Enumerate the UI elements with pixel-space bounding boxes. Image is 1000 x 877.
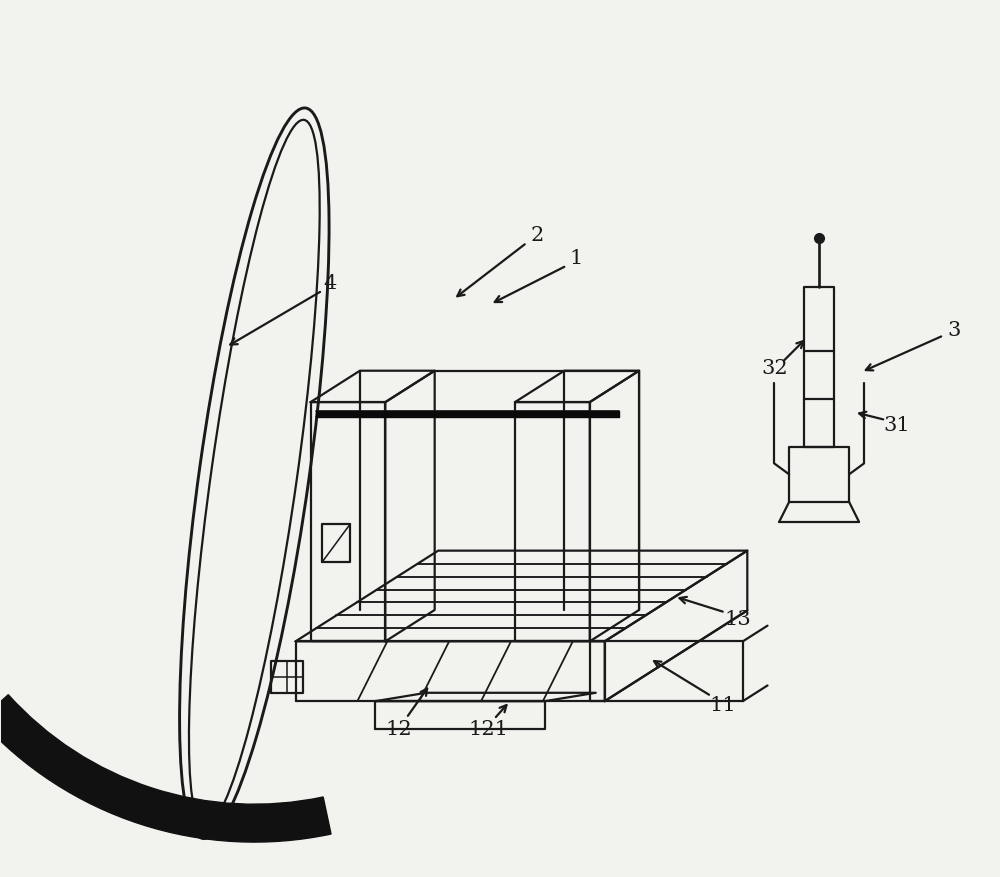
Text: 3: 3 <box>947 320 960 339</box>
Text: 32: 32 <box>761 359 788 377</box>
Text: 4: 4 <box>324 274 337 293</box>
Text: 121: 121 <box>468 719 508 738</box>
Text: 12: 12 <box>385 719 412 738</box>
Text: 1: 1 <box>569 249 582 267</box>
Text: 31: 31 <box>884 415 910 434</box>
Text: 13: 13 <box>724 610 751 628</box>
Text: 2: 2 <box>530 226 544 245</box>
Text: 11: 11 <box>709 695 736 714</box>
Wedge shape <box>0 695 331 842</box>
